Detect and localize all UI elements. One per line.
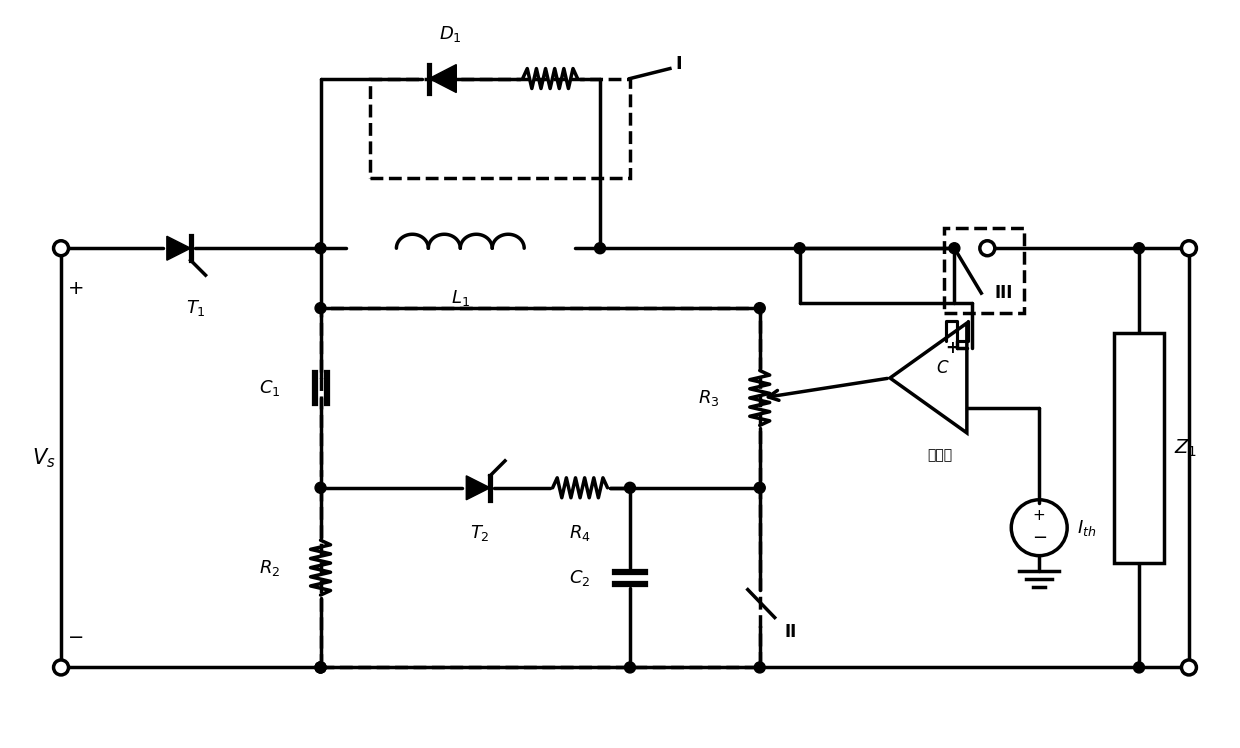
Text: II: II bbox=[785, 622, 797, 640]
Circle shape bbox=[794, 243, 805, 254]
Bar bbox=[321, 308, 760, 667]
Polygon shape bbox=[167, 236, 191, 260]
Text: $C_1$: $C_1$ bbox=[259, 378, 280, 398]
Polygon shape bbox=[466, 476, 490, 500]
Text: $I_{th}$: $I_{th}$ bbox=[1078, 518, 1096, 538]
Text: $L_1$: $L_1$ bbox=[451, 288, 470, 308]
Circle shape bbox=[625, 662, 635, 673]
Polygon shape bbox=[429, 64, 456, 93]
Text: $V_s$: $V_s$ bbox=[32, 446, 56, 470]
Text: +: + bbox=[68, 279, 84, 298]
Circle shape bbox=[315, 662, 326, 673]
Circle shape bbox=[315, 662, 326, 673]
Circle shape bbox=[53, 241, 68, 256]
Text: $R_3$: $R_3$ bbox=[698, 388, 719, 408]
Text: $T_2$: $T_2$ bbox=[470, 523, 490, 543]
Circle shape bbox=[1182, 660, 1197, 675]
Text: $T_1$: $T_1$ bbox=[186, 298, 206, 318]
Text: +: + bbox=[945, 339, 959, 357]
Text: $R_2$: $R_2$ bbox=[259, 558, 280, 577]
Circle shape bbox=[754, 303, 765, 313]
Bar bbox=[371, 79, 630, 178]
Text: $Z_1$: $Z_1$ bbox=[1174, 438, 1197, 459]
Circle shape bbox=[754, 482, 765, 493]
Text: C: C bbox=[936, 359, 947, 377]
Circle shape bbox=[1133, 662, 1145, 673]
Text: −: − bbox=[68, 628, 84, 647]
Text: $D_1$: $D_1$ bbox=[439, 24, 461, 43]
Circle shape bbox=[754, 662, 765, 673]
Circle shape bbox=[315, 303, 326, 313]
Text: $R_4$: $R_4$ bbox=[569, 523, 591, 543]
Text: I: I bbox=[675, 55, 682, 73]
Circle shape bbox=[315, 662, 326, 673]
Circle shape bbox=[1182, 241, 1197, 256]
Circle shape bbox=[980, 241, 994, 256]
Text: 比较器: 比较器 bbox=[926, 448, 952, 462]
Text: +: + bbox=[1033, 508, 1045, 524]
Circle shape bbox=[315, 243, 326, 254]
Bar bbox=[1114, 333, 1164, 563]
Bar bbox=[945, 228, 1024, 313]
Circle shape bbox=[315, 482, 326, 493]
Text: III: III bbox=[994, 284, 1013, 302]
Text: $C_2$: $C_2$ bbox=[569, 568, 590, 588]
Text: −: − bbox=[1032, 529, 1047, 547]
Circle shape bbox=[949, 243, 960, 254]
Circle shape bbox=[1133, 243, 1145, 254]
Circle shape bbox=[594, 243, 605, 254]
Circle shape bbox=[53, 660, 68, 675]
Circle shape bbox=[625, 482, 635, 493]
